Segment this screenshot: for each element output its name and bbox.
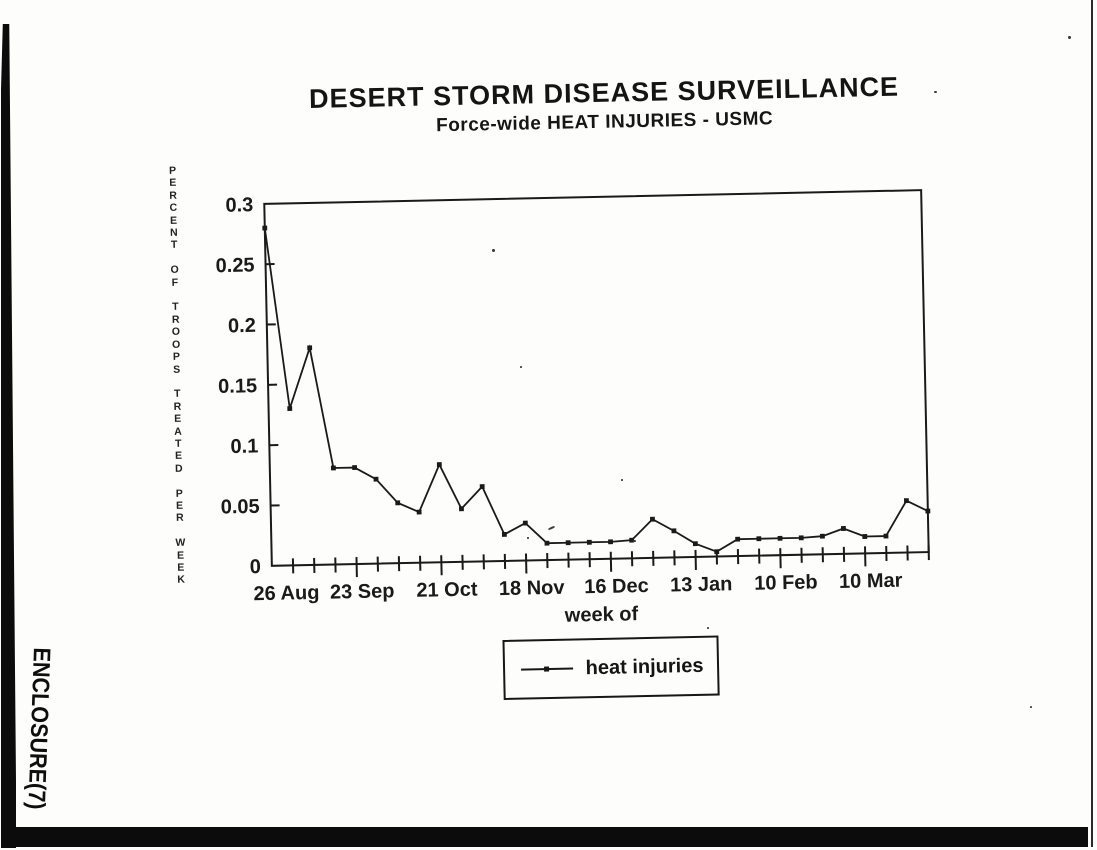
svg-text:0.2: 0.2 <box>228 315 256 338</box>
svg-text:13 Jan: 13 Jan <box>670 573 733 596</box>
legend-label: heat injuries <box>585 654 704 679</box>
svg-text:0.1: 0.1 <box>230 435 258 458</box>
svg-text:16 Dec: 16 Dec <box>584 575 649 598</box>
svg-text:23 Sep: 23 Sep <box>330 580 395 603</box>
svg-text:10 Feb: 10 Feb <box>754 571 818 594</box>
scan-border-bottom <box>7 827 1088 847</box>
svg-text:0.15: 0.15 <box>218 375 257 398</box>
scan-speck <box>1068 36 1071 39</box>
scan-speck <box>934 91 937 93</box>
scan-speck <box>520 366 522 368</box>
scan-speck <box>1030 706 1032 708</box>
scan-speck <box>621 479 623 481</box>
scan-speck <box>492 249 495 252</box>
scan-speck <box>527 537 529 539</box>
svg-text:18 Nov: 18 Nov <box>499 577 566 600</box>
svg-text:10 Mar: 10 Mar <box>839 570 903 593</box>
legend-line-marker-icon <box>520 666 573 672</box>
svg-text:0.05: 0.05 <box>220 496 259 519</box>
svg-text:26 Aug: 26 Aug <box>253 582 319 605</box>
svg-text:0.3: 0.3 <box>225 194 253 217</box>
plot-svg: 0 0.05 0.1 0.15 0.2 0.25 0.3 26 Aug 23 Sep 21 Oct… <box>215 189 931 627</box>
scan-speck <box>707 627 709 629</box>
svg-text:week of: week of <box>564 603 639 627</box>
svg-text:21 Oct: 21 Oct <box>416 579 478 602</box>
scan-speck <box>633 540 636 542</box>
svg-text:0: 0 <box>250 556 262 578</box>
scan-border-right <box>1091 0 1093 847</box>
legend-box: heat injuries <box>502 635 720 701</box>
svg-text:0.25: 0.25 <box>215 254 254 277</box>
